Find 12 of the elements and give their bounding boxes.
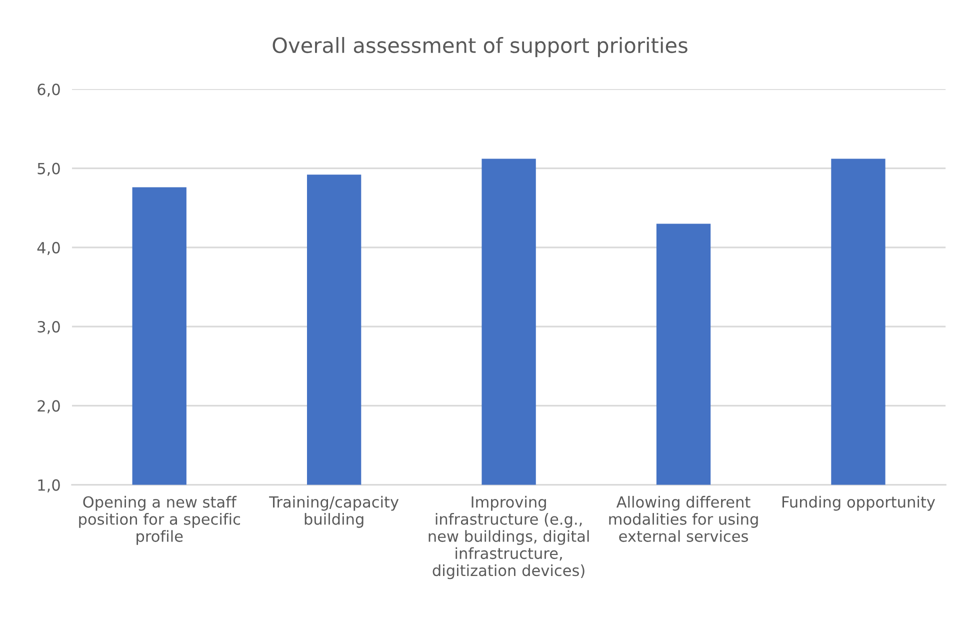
y-tick-label: 2,0 [38,400,60,414]
y-tick-label: 3,0 [38,321,60,334]
y-tick-label: 5,0 [38,162,60,176]
x-tick-label: Opening a new staff position for a specific profile [79,496,240,545]
x-tick-label: Allowing different modalities for using external services [609,496,758,542]
y-tick-label: 1,0 [38,479,60,492]
x-tick-label: Improving infrastructure (e.g., new buildings, digital infrastructure, digitization devices) [428,496,589,580]
x-tick-label: Funding opportunity [782,496,936,511]
y-tick-label: 6,0 [38,84,60,97]
chart-title: Overall assessment of support priorities [272,37,688,58]
y-tick-label: 4,0 [37,242,60,256]
x-tick-label: Training/capacity building [269,496,399,528]
